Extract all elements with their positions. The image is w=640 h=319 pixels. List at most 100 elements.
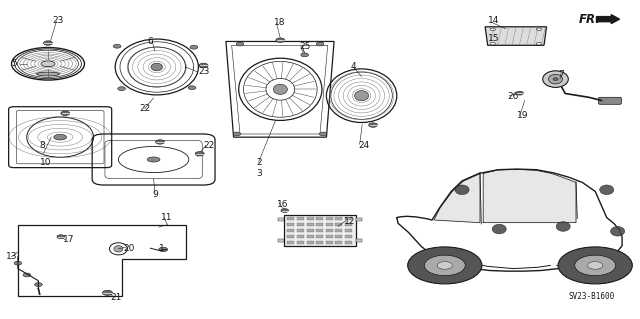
Circle shape: [118, 87, 125, 91]
Text: 5: 5: [12, 59, 17, 68]
Text: 12: 12: [344, 217, 356, 226]
Text: 24: 24: [358, 141, 370, 150]
Circle shape: [199, 63, 208, 68]
Bar: [345, 229, 352, 232]
Bar: [326, 241, 333, 244]
Text: 20: 20: [123, 244, 134, 253]
FancyBboxPatch shape: [284, 215, 356, 246]
Bar: [326, 217, 333, 220]
Text: 19: 19: [517, 111, 529, 120]
Circle shape: [281, 209, 289, 212]
Text: 17: 17: [63, 235, 74, 244]
Circle shape: [369, 123, 378, 127]
Bar: [316, 217, 323, 220]
Bar: [335, 223, 342, 226]
Ellipse shape: [41, 61, 55, 67]
Text: 13: 13: [6, 252, 18, 261]
Bar: [345, 217, 352, 220]
Text: 21: 21: [110, 293, 122, 302]
Circle shape: [159, 247, 168, 252]
Text: 6: 6: [147, 37, 153, 46]
Bar: [335, 217, 342, 220]
Bar: [316, 223, 323, 226]
Circle shape: [236, 42, 244, 46]
Bar: [287, 223, 294, 226]
Circle shape: [408, 247, 482, 284]
Circle shape: [516, 91, 524, 95]
Ellipse shape: [36, 72, 60, 76]
Circle shape: [35, 283, 42, 286]
Bar: [278, 239, 284, 242]
Text: 22: 22: [140, 104, 151, 113]
Circle shape: [301, 53, 308, 57]
Ellipse shape: [355, 91, 369, 101]
Circle shape: [558, 247, 632, 284]
Bar: [356, 239, 362, 242]
Bar: [316, 229, 323, 232]
Bar: [297, 217, 304, 220]
Bar: [307, 235, 314, 238]
Bar: [307, 241, 314, 244]
Bar: [307, 229, 314, 232]
Circle shape: [536, 42, 541, 45]
Text: 9: 9: [152, 190, 158, 199]
Bar: [326, 229, 333, 232]
Ellipse shape: [147, 157, 160, 162]
Text: 2: 2: [256, 158, 262, 167]
Bar: [307, 223, 314, 226]
Polygon shape: [483, 169, 576, 223]
Text: 18: 18: [274, 18, 285, 27]
Bar: [287, 229, 294, 232]
Circle shape: [23, 273, 31, 277]
Bar: [356, 218, 362, 221]
Bar: [287, 235, 294, 238]
Circle shape: [276, 38, 285, 42]
Bar: [297, 229, 304, 232]
Ellipse shape: [543, 71, 568, 87]
Ellipse shape: [556, 222, 570, 231]
Bar: [307, 217, 314, 220]
Bar: [345, 235, 352, 238]
Circle shape: [490, 42, 495, 45]
Ellipse shape: [492, 224, 506, 234]
Text: 23: 23: [52, 16, 64, 25]
FancyBboxPatch shape: [598, 97, 621, 104]
Text: 15: 15: [488, 34, 499, 43]
Bar: [316, 235, 323, 238]
Text: 25: 25: [300, 42, 311, 51]
Circle shape: [188, 86, 196, 90]
Ellipse shape: [455, 185, 469, 195]
Polygon shape: [485, 27, 547, 45]
Text: 26: 26: [507, 92, 518, 101]
Bar: [335, 235, 342, 238]
Polygon shape: [434, 174, 480, 223]
Circle shape: [319, 132, 327, 136]
Circle shape: [316, 42, 324, 46]
Text: 14: 14: [488, 16, 499, 25]
Text: 16: 16: [276, 200, 288, 209]
Circle shape: [190, 45, 198, 49]
Ellipse shape: [600, 185, 614, 195]
Bar: [345, 241, 352, 244]
Bar: [335, 241, 342, 244]
Ellipse shape: [553, 78, 558, 81]
Bar: [287, 217, 294, 220]
Bar: [297, 223, 304, 226]
Circle shape: [156, 140, 164, 144]
Circle shape: [490, 28, 495, 31]
Ellipse shape: [151, 63, 163, 71]
Polygon shape: [596, 15, 620, 24]
Bar: [297, 241, 304, 244]
Circle shape: [536, 28, 541, 31]
Text: 11: 11: [161, 213, 173, 222]
Circle shape: [437, 262, 452, 269]
Text: 8: 8: [40, 141, 45, 150]
Bar: [345, 223, 352, 226]
Circle shape: [57, 235, 65, 239]
Circle shape: [588, 262, 603, 269]
Text: 4: 4: [351, 63, 356, 71]
Circle shape: [102, 290, 113, 295]
Circle shape: [195, 152, 204, 156]
Circle shape: [61, 111, 70, 115]
Bar: [278, 218, 284, 221]
